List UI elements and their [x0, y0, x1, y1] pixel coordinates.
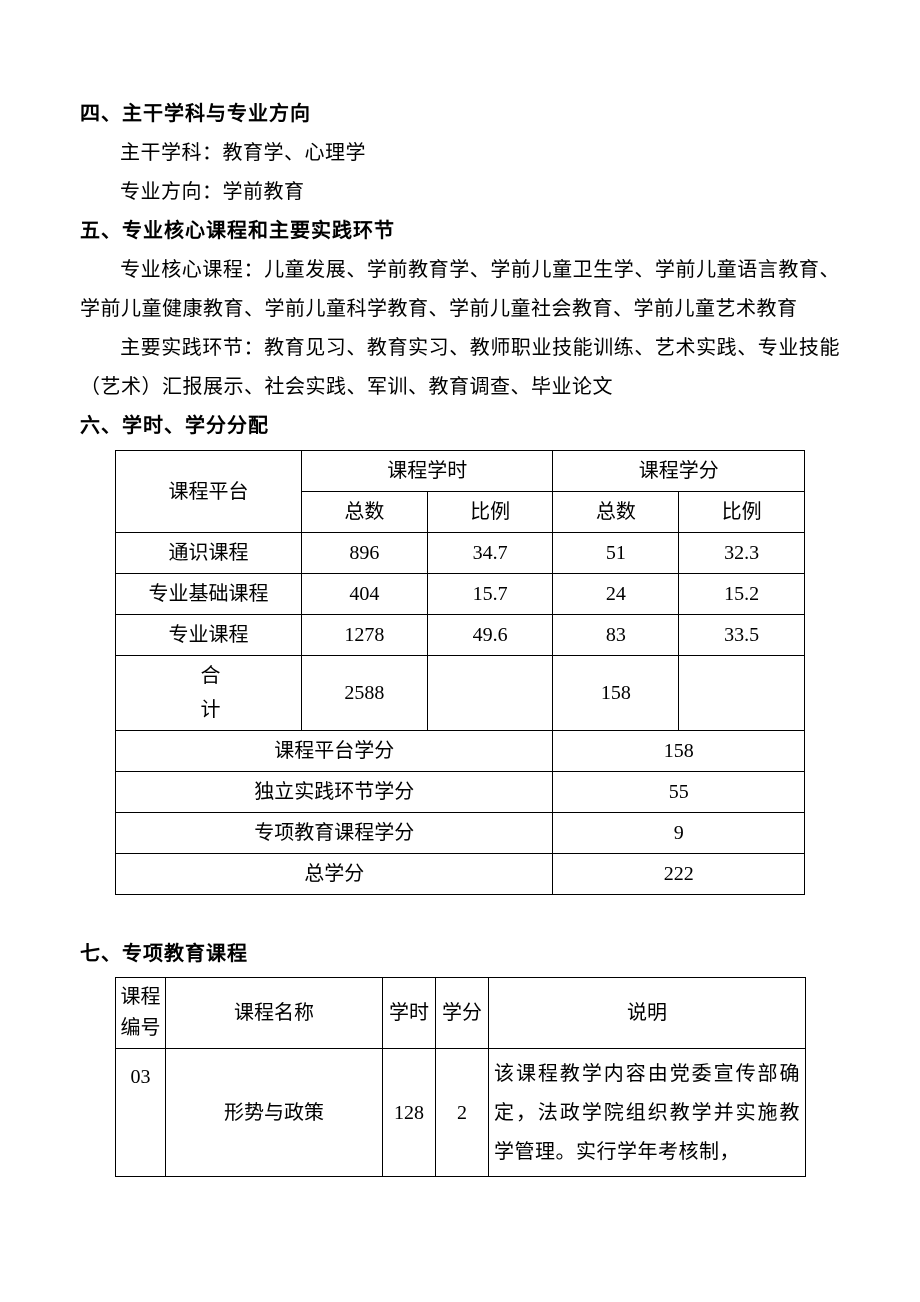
table-footer-row: 课程平台学分 158	[116, 731, 805, 772]
cell-code: 03	[116, 1049, 166, 1177]
cell-footer-label: 课程平台学分	[116, 731, 553, 772]
cell-hours: 128	[383, 1049, 436, 1177]
table-footer-row: 总学分 222	[116, 854, 805, 895]
th-hours: 学时	[383, 978, 436, 1049]
cell-name: 专业课程	[116, 615, 302, 656]
table-footer-row: 专项教育课程学分 9	[116, 813, 805, 854]
section-7-title: 七、专项教育课程	[80, 935, 840, 974]
special-course-table-wrap: 课程编号 课程名称 学时 学分 说明 03 形势与政策 128 2 该课程教学内…	[80, 974, 840, 1187]
cell-hours: 404	[302, 574, 428, 615]
cell-footer-value: 9	[553, 813, 805, 854]
cell-sum-hours: 2588	[302, 656, 428, 731]
cell-cratio: 32.3	[679, 533, 805, 574]
table-row: 专业课程 1278 49.6 83 33.5	[116, 615, 805, 656]
cell-cratio: 33.5	[679, 615, 805, 656]
section-4-title: 四、主干学科与专业方向	[80, 95, 840, 134]
section-5-para-1: 专业核心课程：儿童发展、学前教育学、学前儿童卫生学、学前儿童语言教育、学前儿童健…	[80, 251, 840, 329]
th-name: 课程名称	[166, 978, 383, 1049]
th-credits: 课程学分	[553, 451, 805, 492]
cell-footer-label: 专项教育课程学分	[116, 813, 553, 854]
table-row: 03 形势与政策 128 2 该课程教学内容由党委宣传部确定，法政学院组织教学并…	[116, 1049, 806, 1177]
section-4-line-2: 专业方向：学前教育	[80, 173, 840, 212]
th-desc: 说明	[489, 978, 806, 1049]
th-credits-ratio: 比例	[679, 492, 805, 533]
section-4-line-1: 主干学科：教育学、心理学	[80, 134, 840, 173]
cell-footer-value: 158	[553, 731, 805, 772]
spacer	[80, 905, 840, 935]
cell-hratio: 34.7	[427, 533, 553, 574]
th-hours-total: 总数	[302, 492, 428, 533]
cell-footer-label: 独立实践环节学分	[116, 772, 553, 813]
cell-sum-name: 合计	[116, 656, 302, 731]
table-header-row: 课程编号 课程名称 学时 学分 说明	[116, 978, 806, 1049]
cell-cratio: 15.2	[679, 574, 805, 615]
th-credits: 学分	[436, 978, 489, 1049]
table-row-sum: 合计 2588 158	[116, 656, 805, 731]
th-code: 课程编号	[116, 978, 166, 1049]
section-5-title: 五、专业核心课程和主要实践环节	[80, 212, 840, 251]
th-hours-ratio: 比例	[427, 492, 553, 533]
cell-sum-cratio	[679, 656, 805, 731]
cell-hratio: 15.7	[427, 574, 553, 615]
cell-footer-value: 55	[553, 772, 805, 813]
table-footer-row: 独立实践环节学分 55	[116, 772, 805, 813]
th-hours: 课程学时	[302, 451, 553, 492]
cell-sum-credits: 158	[553, 656, 679, 731]
cell-footer-label: 总学分	[116, 854, 553, 895]
cell-sum-hratio	[427, 656, 553, 731]
cell-name: 专业基础课程	[116, 574, 302, 615]
cell-footer-value: 222	[553, 854, 805, 895]
credits-table-wrap: 课程平台 课程学时 课程学分 总数 比例 总数 比例 通识课程 896 34.7…	[80, 446, 840, 905]
cell-hratio: 49.6	[427, 615, 553, 656]
cell-credits: 51	[553, 533, 679, 574]
table-header-row-1: 课程平台 课程学时 课程学分	[116, 451, 805, 492]
cell-hours: 896	[302, 533, 428, 574]
cell-name: 形势与政策	[166, 1049, 383, 1177]
special-course-table: 课程编号 课程名称 学时 学分 说明 03 形势与政策 128 2 该课程教学内…	[115, 977, 806, 1177]
section-6-title: 六、学时、学分分配	[80, 407, 840, 446]
cell-credits: 83	[553, 615, 679, 656]
cell-credits: 24	[553, 574, 679, 615]
credits-table: 课程平台 课程学时 课程学分 总数 比例 总数 比例 通识课程 896 34.7…	[115, 450, 805, 895]
table-row: 专业基础课程 404 15.7 24 15.2	[116, 574, 805, 615]
th-platform: 课程平台	[116, 451, 302, 533]
cell-credits: 2	[436, 1049, 489, 1177]
cell-name: 通识课程	[116, 533, 302, 574]
table-row: 通识课程 896 34.7 51 32.3	[116, 533, 805, 574]
section-5-para-2: 主要实践环节：教育见习、教育实习、教师职业技能训练、艺术实践、专业技能（艺术）汇…	[80, 329, 840, 407]
cell-desc: 该课程教学内容由党委宣传部确定，法政学院组织教学并实施教学管理。实行学年考核制，	[489, 1049, 806, 1177]
th-credits-total: 总数	[553, 492, 679, 533]
cell-hours: 1278	[302, 615, 428, 656]
